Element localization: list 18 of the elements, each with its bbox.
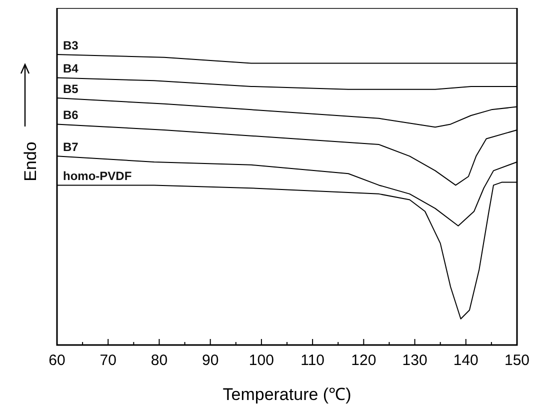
y-axis-title: Endo [21, 142, 40, 182]
x-tick-label: 60 [48, 352, 66, 369]
x-tick-label: 110 [300, 352, 325, 369]
series-label: homo-PVDF [63, 169, 132, 184]
x-tick-label: 150 [504, 352, 530, 369]
x-tick-label: 120 [351, 352, 376, 369]
x-tick-label: 90 [202, 352, 219, 369]
series-label: B3 [63, 38, 79, 52]
x-tick-label: 100 [248, 352, 274, 369]
x-tick-label: 70 [100, 352, 116, 369]
x-tick-label: 130 [402, 352, 428, 369]
x-tick-label: 80 [150, 352, 168, 369]
series-label: B4 [63, 62, 79, 76]
series-label: B6 [63, 108, 79, 122]
series-label: B7 [63, 140, 79, 154]
series-label: B5 [63, 82, 79, 96]
x-axis-title: Temperature (℃) [222, 385, 352, 404]
x-tick-label: 140 [453, 352, 478, 369]
